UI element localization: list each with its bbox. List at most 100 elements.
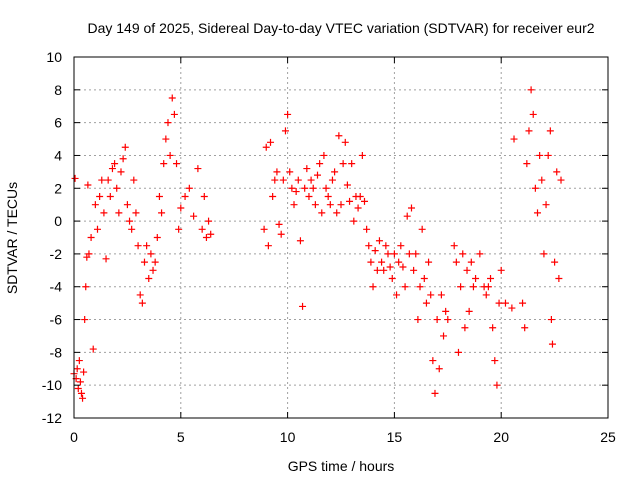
data-point xyxy=(405,250,413,258)
y-tick-label: 2 xyxy=(54,180,62,196)
data-point xyxy=(390,250,398,258)
data-point xyxy=(427,291,435,299)
data-point xyxy=(303,165,311,173)
y-axis-label: SDTVAR / TECUs xyxy=(4,182,20,294)
data-point xyxy=(407,204,415,212)
data-point xyxy=(121,143,129,151)
data-point xyxy=(128,225,136,233)
data-point xyxy=(410,266,418,274)
data-point xyxy=(296,237,304,245)
data-point xyxy=(489,324,497,332)
data-point xyxy=(365,242,373,250)
data-point xyxy=(487,275,495,283)
data-point xyxy=(301,184,309,192)
data-point xyxy=(117,168,125,176)
data-point xyxy=(542,201,550,209)
data-point xyxy=(331,168,339,176)
data-point xyxy=(482,291,490,299)
data-point xyxy=(373,266,381,274)
data-point xyxy=(158,209,166,217)
data-point xyxy=(337,201,345,209)
data-point xyxy=(145,275,153,283)
data-point xyxy=(397,242,405,250)
data-point xyxy=(160,160,168,168)
data-point xyxy=(339,160,347,168)
data-point xyxy=(175,225,183,233)
data-point xyxy=(326,201,334,209)
data-point xyxy=(271,176,279,184)
data-point xyxy=(262,143,270,151)
data-point xyxy=(318,209,326,217)
data-point xyxy=(82,283,90,291)
data-point xyxy=(281,127,289,135)
data-point xyxy=(177,204,185,212)
data-point xyxy=(96,192,104,200)
data-point xyxy=(151,258,159,266)
data-point xyxy=(429,357,437,365)
data-point xyxy=(307,176,315,184)
data-point xyxy=(126,217,134,225)
data-point xyxy=(540,250,548,258)
data-point xyxy=(111,160,119,168)
data-point xyxy=(166,151,174,159)
data-point xyxy=(414,316,422,324)
data-point xyxy=(194,165,202,173)
data-point xyxy=(544,151,552,159)
data-point xyxy=(343,181,351,189)
data-point xyxy=(168,94,176,102)
data-point xyxy=(519,299,527,307)
data-point xyxy=(369,283,377,291)
data-point xyxy=(164,119,172,127)
y-tick-label: 8 xyxy=(54,82,62,98)
x-tick-label: 0 xyxy=(70,429,78,445)
data-point xyxy=(333,209,341,217)
data-point xyxy=(288,184,296,192)
y-tick-label: 0 xyxy=(54,213,62,229)
data-point xyxy=(104,176,112,184)
data-point xyxy=(202,234,210,241)
data-point xyxy=(328,176,336,184)
data-point xyxy=(162,135,170,143)
data-point xyxy=(547,316,555,324)
data-point xyxy=(335,132,343,140)
data-point xyxy=(393,291,401,299)
data-point xyxy=(299,302,307,310)
data-point xyxy=(386,263,394,271)
data-point xyxy=(380,266,388,274)
data-point xyxy=(316,160,324,168)
data-point xyxy=(363,225,371,233)
data-point xyxy=(200,192,208,200)
data-point xyxy=(348,160,356,168)
data-point xyxy=(205,217,213,225)
data-point xyxy=(292,188,300,196)
data-point xyxy=(314,171,322,179)
data-point xyxy=(546,127,554,135)
data-point xyxy=(79,394,87,402)
data-point xyxy=(501,299,509,307)
data-point xyxy=(435,365,443,373)
data-point xyxy=(491,357,499,365)
data-point xyxy=(309,184,317,192)
data-point xyxy=(450,242,458,250)
data-point xyxy=(388,275,396,283)
data-point xyxy=(493,381,501,389)
data-point xyxy=(371,247,379,255)
data-point xyxy=(153,234,161,241)
data-point xyxy=(444,316,452,324)
y-tick-label: -4 xyxy=(50,279,63,295)
data-point xyxy=(536,151,544,159)
data-point xyxy=(294,176,302,184)
x-tick-label: 20 xyxy=(493,429,509,445)
data-point xyxy=(138,299,146,307)
data-point xyxy=(508,304,516,312)
data-point xyxy=(416,283,424,291)
data-point xyxy=(85,250,93,258)
data-point xyxy=(98,176,106,184)
data-point xyxy=(399,263,407,271)
data-point xyxy=(269,192,277,200)
data-point xyxy=(87,234,95,241)
data-point xyxy=(198,225,206,233)
data-point xyxy=(465,307,473,315)
y-tick-label: -6 xyxy=(50,312,63,328)
data-point xyxy=(472,275,480,283)
